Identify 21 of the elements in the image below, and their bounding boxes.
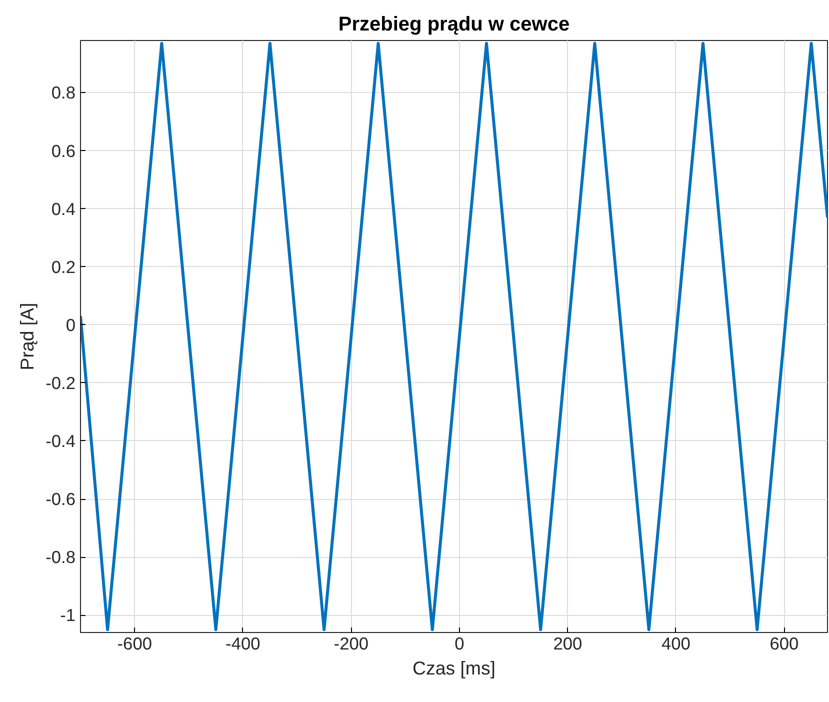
line-series: [80, 42, 828, 632]
y-tick-label: -0.4: [46, 430, 76, 451]
x-tick-label: 400: [661, 634, 690, 654]
y-tick-label: -1: [60, 605, 76, 626]
y-tick-label: -0.6: [46, 489, 76, 510]
x-tick-label: 200: [553, 634, 582, 654]
chart-title: Przebieg prądu w cewce: [338, 14, 570, 36]
y-tick-label: -0.2: [46, 372, 76, 393]
x-axis-title: Czas [ms]: [412, 658, 496, 678]
x-tick-label: -200: [334, 634, 368, 654]
y-tick-label: 0.8: [51, 82, 76, 103]
y-tick-label: 0.6: [51, 140, 76, 161]
y-tick-label: 0.4: [51, 198, 76, 219]
y-tick-label: -0.8: [46, 547, 76, 568]
x-tick-label: 0: [454, 634, 464, 654]
y-tick-label: 0.2: [51, 256, 76, 277]
x-tick-label: -600: [117, 634, 152, 654]
y-axis-title: Prąd [A]: [16, 302, 38, 370]
x-tick-label: -400: [226, 634, 260, 654]
y-tick-label: 0: [66, 314, 76, 335]
x-tick-label: 600: [770, 634, 799, 654]
